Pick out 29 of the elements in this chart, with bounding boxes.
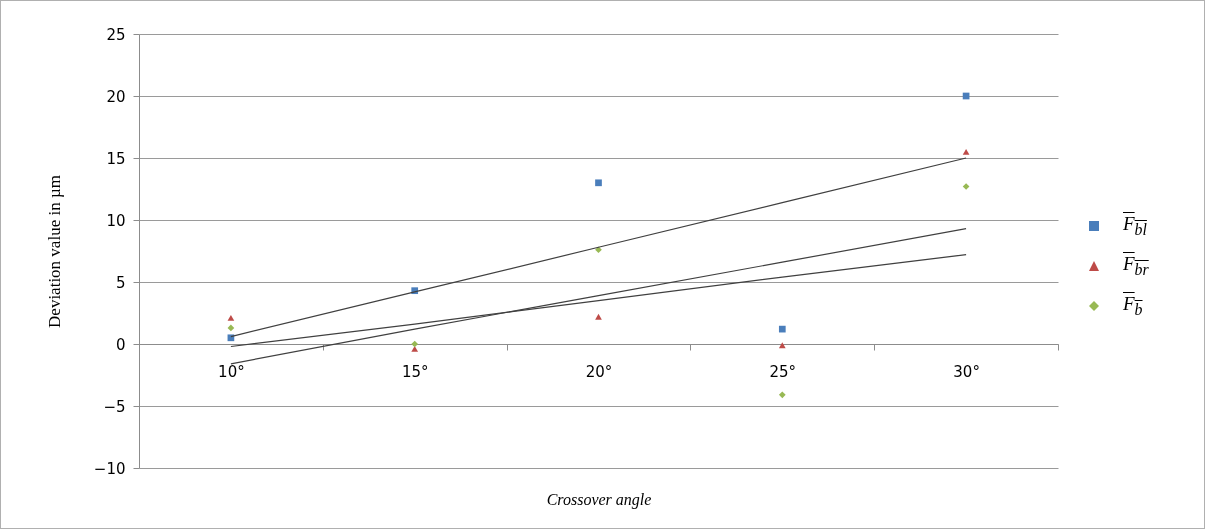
legend-label: F$_{bl}$	[1123, 213, 1147, 239]
y-tick-label: −10	[93, 459, 126, 478]
x-tick-label: 10°	[218, 362, 245, 381]
y-tick-label: 15	[106, 149, 126, 168]
x-tick-label: 20°	[585, 362, 613, 381]
y-tick-label: 25	[106, 25, 126, 44]
point	[778, 391, 786, 399]
point	[411, 340, 419, 348]
x-tick-label: 25°	[769, 362, 797, 381]
y-tick-label: 20	[106, 87, 126, 106]
y-axis-title: Deviation value in µm	[44, 175, 64, 328]
point	[962, 148, 970, 155]
point	[227, 324, 235, 332]
y-tick-label: −5	[103, 397, 126, 416]
y-tick-label: 10	[106, 211, 126, 230]
x-tick-label: 15°	[401, 362, 429, 381]
x-axis-title: Crossover angle	[546, 490, 652, 509]
y-tick-label: 5	[115, 273, 126, 292]
point	[227, 315, 235, 321]
x-tick-label: 30°	[953, 362, 980, 381]
point	[595, 179, 602, 187]
point	[595, 313, 602, 320]
legend-label: F$_{br}$	[1123, 253, 1149, 279]
point	[778, 325, 786, 333]
line-series	[230, 228, 967, 365]
legend-label: F$_{b}$	[1123, 293, 1143, 319]
y-tick-label: 0	[115, 335, 126, 354]
point	[411, 346, 419, 352]
point	[778, 342, 786, 349]
